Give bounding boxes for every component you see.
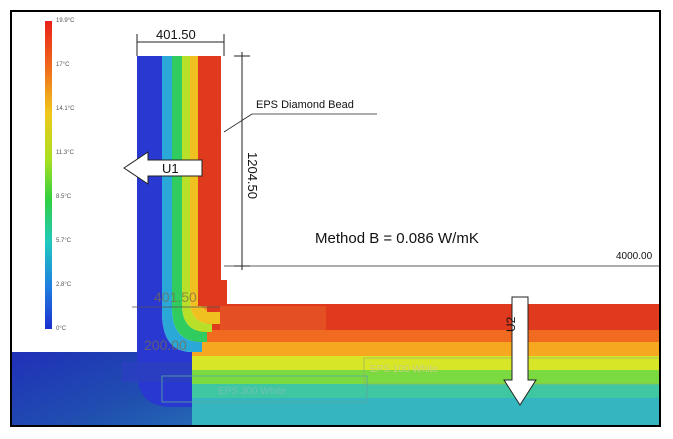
- legend-tick: 17°C: [56, 62, 70, 68]
- legend-tick: 5.7°C: [56, 238, 72, 244]
- inner-corner-step: [217, 280, 227, 306]
- legend-tick: 14.1°C: [56, 106, 75, 112]
- legend-tick: 2.8°C: [56, 282, 72, 288]
- wall-hot-layer: [198, 56, 221, 306]
- vertical-dimension-label: 1204.50: [245, 152, 260, 199]
- slab-band-teal: [192, 384, 659, 398]
- horizontal-dimension-label: 4000.00: [616, 251, 653, 262]
- u2-label: U2: [504, 316, 518, 332]
- eps-300-white-label: EPS 300 White: [218, 386, 286, 397]
- inner-corner-block: [220, 306, 326, 330]
- legend-color-bar: [45, 21, 52, 329]
- thermal-simulation-figure: 19.9°C 17°C 14.1°C 11.3°C 8.5°C 5.7°C 2.…: [10, 10, 661, 427]
- slab-band-red-orange: [192, 330, 659, 342]
- slab-band-cyan: [192, 398, 659, 425]
- top-dimension-label: 401.50: [156, 27, 196, 42]
- legend-tick: 19.9°C: [56, 18, 75, 24]
- wall-band-blue: [137, 56, 192, 407]
- footing: [122, 362, 192, 382]
- thermal-diagram: 19.9°C 17°C 14.1°C 11.3°C 8.5°C 5.7°C 2.…: [12, 18, 659, 425]
- wall-band-yellow-green: [182, 56, 212, 332]
- slab-band-orange: [192, 342, 659, 356]
- method-result-label: Method B = 0.086 W/mK: [315, 230, 479, 247]
- legend-tick: 8.5°C: [56, 194, 72, 200]
- u1-label: U1: [162, 161, 179, 176]
- slab-band-yellow: [192, 356, 659, 370]
- slab-band-green: [192, 370, 659, 384]
- u2-heat-flow-arrow: [503, 296, 537, 406]
- wall-band-green: [172, 56, 207, 342]
- eps-diamond-bead-label: EPS Diamond Bead: [256, 99, 354, 111]
- legend-tick: 0°C: [56, 326, 67, 332]
- inner-depth-label: 200.00: [144, 337, 187, 353]
- legend-tick: 11.3°C: [56, 150, 75, 156]
- inner-width-label: 401.50: [154, 289, 197, 305]
- eps-300-board-outline: [161, 375, 368, 403]
- eps-100-white-label: EPS 100 White: [370, 364, 438, 375]
- diamond-bead-leader: [223, 113, 253, 133]
- u1-heat-flow-arrow: [123, 151, 203, 185]
